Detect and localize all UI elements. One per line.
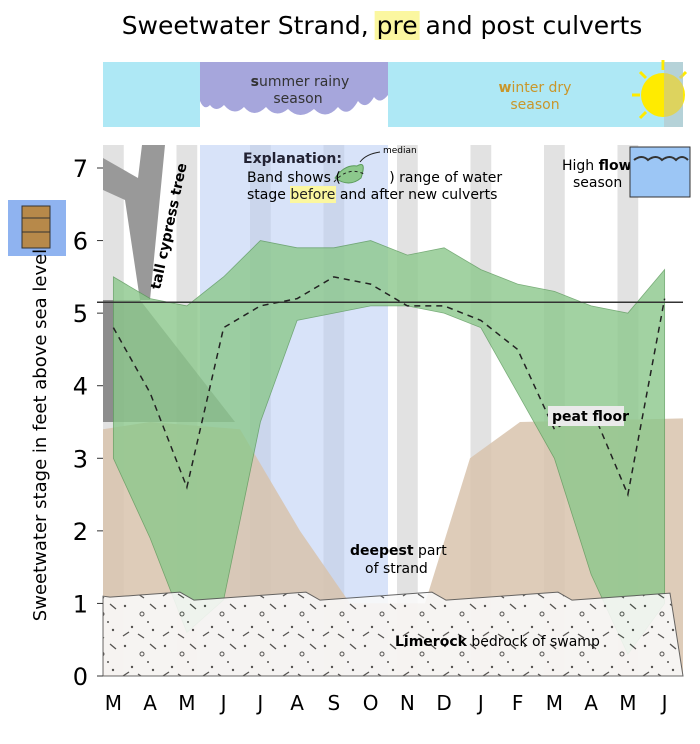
y-axis-label: Sweetwater stage in feet above sea level [30, 249, 51, 621]
chart-title: Sweetwater Strand, pre and post culverts [122, 11, 643, 40]
y-tick-label: 7 [73, 155, 88, 183]
limerock-label: Limerock bedrock of swamp [395, 634, 600, 650]
label-part: Limerock [395, 634, 468, 650]
y-tick-label: 1 [73, 590, 88, 618]
median-note: median [383, 146, 417, 156]
title-part: and post culverts [418, 11, 643, 40]
x-tick-label: A [584, 691, 598, 715]
high-flow-label: High flow [562, 158, 632, 174]
x-tick-label: M [178, 691, 195, 715]
peat-label-bg [548, 406, 624, 426]
x-tick-label: S [328, 691, 341, 715]
deepest-label: of strand [365, 561, 428, 577]
high-flow-waves [633, 156, 689, 162]
label-part: before [290, 187, 335, 203]
explain-icon [334, 164, 364, 184]
explanation-line: Band shows ( ) range of water [247, 170, 502, 186]
x-tick-label: A [143, 691, 157, 715]
y-tick-label: 0 [73, 663, 88, 691]
summer-label: season [273, 91, 322, 107]
y-tick-label: 6 [73, 228, 88, 256]
label-part: w [499, 80, 512, 96]
explanation: Explanation: median Band shows ( ) range o… [243, 146, 502, 203]
before-highlight [290, 186, 336, 203]
label-part: inter dry [511, 80, 571, 96]
explanation-line: stage before and after new culverts [247, 187, 497, 203]
title-part: Sweetwater Strand, [122, 11, 377, 40]
x-tick-label: J [660, 691, 668, 715]
season-strip [103, 60, 688, 127]
winter-label: season [510, 97, 559, 113]
label-part: ) range of water [385, 170, 503, 186]
x-tick-label: N [400, 691, 415, 715]
y-tick-label: 5 [73, 300, 88, 328]
deepest-label: deepest part [350, 543, 447, 559]
explanation-heading: Explanation: [243, 151, 342, 167]
label-part: ummer rainy [259, 74, 349, 90]
y-tick-label: 3 [73, 445, 88, 473]
label-part: High [562, 158, 599, 174]
x-tick-label: D [436, 691, 451, 715]
title-highlight-bg [374, 11, 420, 40]
limerock [102, 591, 684, 677]
median-arrow [359, 151, 381, 163]
label-part: bedrock of swamp [467, 634, 600, 650]
x-tick-label: J [255, 691, 263, 715]
tree [103, 145, 165, 300]
high-flow-label: season [573, 175, 622, 191]
x-tick-label: M [546, 691, 563, 715]
label-part: and after new culverts [335, 187, 497, 203]
explain-median [333, 170, 365, 183]
label-part: Band shows ( [247, 170, 341, 186]
x-tick-label: J [476, 691, 484, 715]
label-part: s [251, 74, 259, 90]
label-part: flow [599, 158, 632, 174]
y-tick-label: 4 [73, 373, 88, 401]
x-tick-label: A [290, 691, 304, 715]
summer-label: summer rainy [251, 74, 350, 90]
winter-label: winter dry [499, 80, 572, 96]
label-part: stage [247, 187, 290, 203]
x-tick-label: F [512, 691, 524, 715]
label-part: part [414, 543, 448, 559]
x-tick-label: M [619, 691, 636, 715]
x-tick-label: O [363, 691, 379, 715]
peat-label: peat floor [552, 409, 629, 425]
high-flow-icon [629, 146, 691, 198]
x-tick-label: J [219, 691, 227, 715]
x-tick-label: M [105, 691, 122, 715]
gauge-icon [8, 200, 66, 256]
y-tick-label: 2 [73, 518, 88, 546]
label-part: deepest [350, 543, 414, 559]
title-highlight: pre [377, 11, 418, 40]
